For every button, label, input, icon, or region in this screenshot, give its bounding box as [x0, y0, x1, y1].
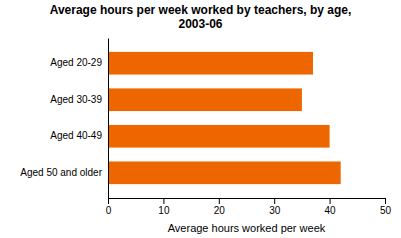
- bar: [108, 52, 313, 75]
- title: Average hours per week worked by teacher…: [50, 3, 352, 31]
- x-axis: 0 10 20 30 40 50: [106, 198, 392, 216]
- tick-mark: [274, 198, 275, 204]
- tick-label: 0: [106, 205, 112, 216]
- tick: 50: [380, 198, 392, 216]
- tick: Aged 30-39: [50, 94, 108, 105]
- x-label: Average hours worked per week: [168, 222, 326, 234]
- tick-label: 30: [269, 205, 281, 216]
- tick-label: Aged 50 and older: [20, 167, 102, 178]
- tick: 30: [269, 198, 281, 216]
- tick-label: 10: [158, 205, 170, 216]
- tick-mark: [219, 198, 220, 204]
- bar: [108, 161, 341, 184]
- tick: 0: [106, 198, 112, 216]
- axis-domain: [108, 39, 109, 199]
- tick-mark: [330, 198, 331, 204]
- tick: 40: [325, 198, 337, 216]
- tick-label: 20: [214, 205, 226, 216]
- axis-domain: [109, 199, 386, 205]
- tick-label: Aged 20-29: [50, 57, 102, 68]
- tick-label: 40: [325, 205, 337, 216]
- tick: Aged 50 and older: [20, 167, 108, 178]
- tick: Aged 40-49: [50, 130, 108, 141]
- plot: 0 10 20 30 40 50 Aged 20-29 Aged 30-39 Aged 40-4…: [20, 39, 391, 217]
- tick: Aged 20-29: [50, 57, 108, 68]
- bar: [108, 88, 302, 111]
- tick-label: 50: [380, 205, 392, 216]
- tick-label: Aged 40-49: [50, 130, 102, 141]
- tick: 10: [158, 198, 170, 216]
- tick-label: Aged 30-39: [50, 94, 102, 105]
- chart: Average hours per week worked by teacher…: [0, 0, 401, 238]
- tick-mark: [163, 198, 164, 204]
- bars: [108, 52, 341, 184]
- y-axis: Aged 20-29 Aged 30-39 Aged 40-49 Aged 50 an…: [20, 39, 108, 199]
- tick: 20: [214, 198, 226, 216]
- bar: [108, 125, 330, 148]
- tick-mark: [108, 198, 109, 204]
- tick-mark: [385, 198, 386, 204]
